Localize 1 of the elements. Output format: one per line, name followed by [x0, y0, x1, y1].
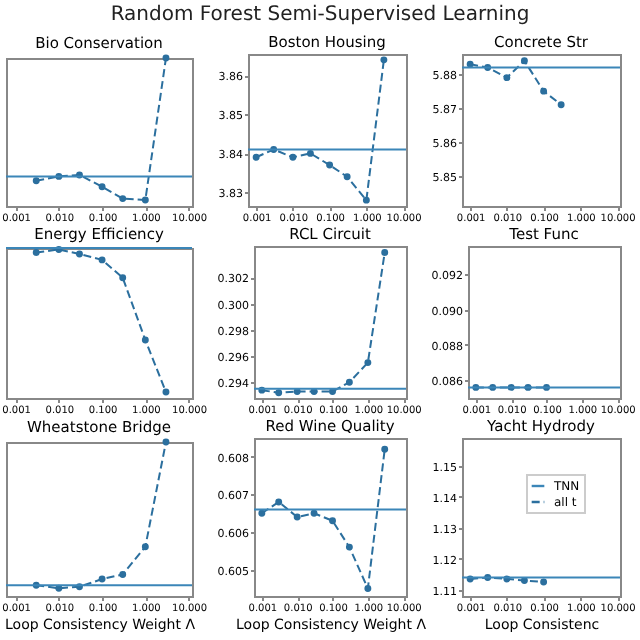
text: Random Forest Semi-Supervised Learning [110, 4, 530, 26]
